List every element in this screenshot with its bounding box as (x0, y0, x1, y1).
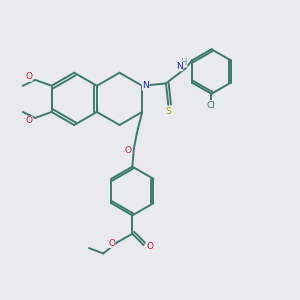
Text: N: N (176, 62, 183, 71)
Text: H: H (181, 58, 187, 67)
Text: Cl: Cl (207, 100, 216, 109)
Text: S: S (165, 107, 171, 116)
Text: N: N (142, 81, 149, 90)
Text: O: O (146, 242, 153, 251)
Text: O: O (25, 116, 32, 125)
Text: O: O (124, 146, 131, 155)
Text: O: O (25, 72, 32, 81)
Text: O: O (108, 238, 115, 247)
